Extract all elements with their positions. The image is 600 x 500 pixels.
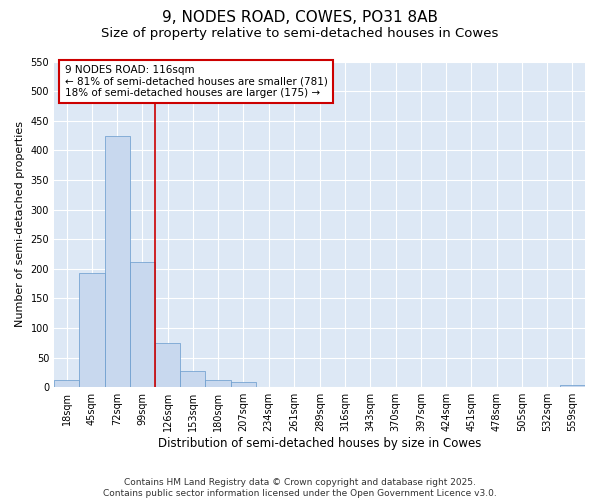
- Bar: [560, 386, 585, 387]
- Bar: [104, 136, 130, 387]
- Bar: [180, 371, 205, 387]
- Y-axis label: Number of semi-detached properties: Number of semi-detached properties: [15, 122, 25, 328]
- Bar: [205, 380, 231, 387]
- Bar: [130, 262, 155, 387]
- X-axis label: Distribution of semi-detached houses by size in Cowes: Distribution of semi-detached houses by …: [158, 437, 481, 450]
- Bar: [79, 273, 104, 387]
- Text: Size of property relative to semi-detached houses in Cowes: Size of property relative to semi-detach…: [101, 28, 499, 40]
- Text: 9 NODES ROAD: 116sqm
← 81% of semi-detached houses are smaller (781)
18% of semi: 9 NODES ROAD: 116sqm ← 81% of semi-detac…: [65, 65, 328, 98]
- Bar: [155, 343, 180, 387]
- Bar: [54, 380, 79, 387]
- Text: 9, NODES ROAD, COWES, PO31 8AB: 9, NODES ROAD, COWES, PO31 8AB: [162, 10, 438, 25]
- Bar: [231, 382, 256, 387]
- Text: Contains HM Land Registry data © Crown copyright and database right 2025.
Contai: Contains HM Land Registry data © Crown c…: [103, 478, 497, 498]
